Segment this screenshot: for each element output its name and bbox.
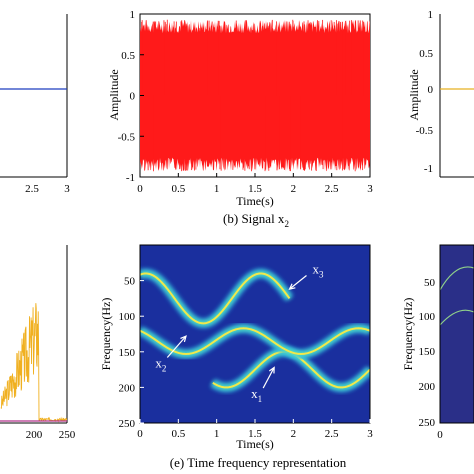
y-ticks: -1 -0.5 0 0.5 1 — [118, 9, 144, 184]
y-axis-label: Frequency(Hz) — [99, 298, 113, 371]
ridge-curve — [439, 266, 474, 291]
y-tick-label: 200 — [119, 382, 136, 394]
annotation-label: x3 — [313, 261, 325, 279]
x-tick-label: 2.5 — [325, 428, 339, 440]
y-tick-label: 250 — [419, 417, 436, 429]
x-tick-label: 2 — [291, 183, 297, 195]
x-tick-label: 0 — [437, 429, 443, 441]
x-tick-label: 2.5 — [25, 183, 39, 195]
y-tick-label: 100 — [419, 311, 436, 323]
panel-e-tfr: 50 100 150 200 250 0 0.5 1 1.5 2 2.5 3 x3 x2 x1 Freq… — [99, 244, 373, 470]
x-tick-label: 0 — [137, 428, 143, 440]
x-tick-label: 1.5 — [248, 428, 262, 440]
annotation-arrowhead — [268, 366, 275, 374]
x-tick-label: 1 — [214, 183, 220, 195]
y-axis-label: Amplitude — [107, 69, 121, 120]
annotation-arrow — [289, 275, 307, 290]
y-tick-label: -1 — [424, 163, 433, 175]
x-tick-label: 0 — [137, 183, 143, 195]
annotations: x3 x2 x1 — [155, 261, 324, 404]
y-tick-label: 150 — [119, 347, 136, 359]
panel-left-bottom: 200 250 — [0, 245, 76, 441]
spectrum-line — [0, 303, 68, 423]
y-tick-label: 200 — [419, 381, 436, 393]
x-tick-label: 200 — [26, 429, 43, 441]
panel-b-signal: -1 -0.5 0 0.5 1 0 0.5 1 1.5 2 2.5 3 Amplitude Time… — [107, 9, 373, 229]
y-tick-label: 0 — [428, 84, 434, 96]
signal-fill — [140, 19, 370, 172]
x-ticks: 0 0.5 1 1.5 2 2.5 3 — [137, 173, 373, 195]
y-tick-label: -1 — [126, 172, 135, 184]
ridge-core-x3 — [140, 272, 291, 325]
x-tick-label: 2.5 — [325, 183, 339, 195]
y-tick-label: 1 — [428, 9, 434, 21]
annotation-arrow — [262, 367, 275, 389]
panel-left-top: 2.5 3 — [0, 14, 70, 195]
x-ticks: 0 0.5 1 1.5 2 2.5 3 — [137, 419, 373, 440]
y-tick-label: 0.5 — [121, 50, 135, 62]
ridge-curves — [140, 268, 370, 413]
y-tick-label: 100 — [119, 311, 136, 323]
x-tick-label: 3 — [367, 183, 373, 195]
x-tick-label: 3 — [64, 183, 70, 195]
heatmap-background — [440, 245, 474, 423]
panel-right-bottom: 50 100 150 200 250 0 Frequency(Hz) — [401, 244, 474, 441]
x-tick-label: 1 — [214, 428, 220, 440]
panel-caption: (b) Signal x2 — [223, 211, 289, 229]
y-tick-label: 50 — [124, 276, 136, 288]
x-tick-label: 3 — [367, 428, 373, 440]
y-axis-label: Frequency(Hz) — [401, 298, 415, 371]
x-axis-label: Time(s) — [236, 194, 274, 208]
ridge-curve — [439, 309, 474, 326]
y-tick-label: 0.5 — [419, 48, 433, 60]
x-tick-label: 0.5 — [171, 183, 185, 195]
annotation-arrowhead — [288, 283, 296, 291]
panel-right-top: 1 0.5 0 -0.5 -1 Amplitude — [407, 9, 474, 178]
x-tick-label: 1.5 — [248, 183, 262, 195]
y-tick-label: 50 — [424, 277, 436, 289]
y-tick-label: -0.5 — [118, 131, 136, 143]
y-tick-label: 0 — [130, 91, 136, 103]
plot-frame — [439, 244, 474, 424]
y-tick-label: 150 — [419, 346, 436, 358]
y-tick-label: 250 — [119, 418, 136, 430]
x-tick-label: 0.5 — [171, 428, 185, 440]
annotation-arrowhead — [180, 335, 187, 343]
y-tick-label: -0.5 — [416, 125, 434, 137]
annotation-arrow — [166, 335, 187, 358]
x-tick-label: 2 — [291, 428, 297, 440]
annotation-label: x2 — [155, 355, 166, 373]
panel-caption: (e) Time frequency representation — [170, 455, 347, 470]
y-axis-label: Amplitude — [407, 69, 421, 120]
x-tick-label: 250 — [59, 429, 76, 441]
ridge-core-x2 — [140, 327, 370, 355]
y-ticks: 50 100 150 200 250 — [119, 276, 144, 430]
annotation-label: x1 — [251, 386, 262, 404]
x-axis-label: Time(s) — [236, 437, 274, 451]
y-tick-label: 1 — [130, 9, 136, 21]
